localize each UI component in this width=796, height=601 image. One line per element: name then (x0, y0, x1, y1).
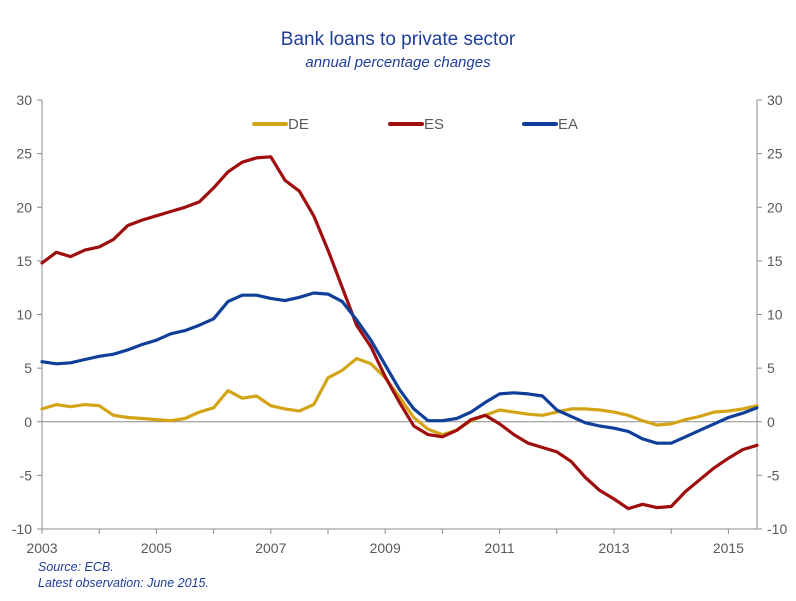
x-tick-label: 2013 (598, 540, 629, 556)
y-tick-label-right: -5 (767, 467, 780, 483)
y-tick-label-right: 0 (767, 414, 775, 430)
y-tick-label-left: 15 (16, 253, 32, 269)
y-tick-label-left: -10 (12, 521, 32, 537)
x-tick-label: 2011 (485, 540, 515, 556)
y-tick-label-right: 30 (767, 92, 783, 108)
y-tick-label-left: 20 (16, 199, 32, 215)
y-tick-label-left: 30 (16, 92, 32, 108)
y-tick-label-left: 10 (16, 307, 32, 323)
x-tick-label: 2009 (370, 540, 401, 556)
y-tick-label-left: -5 (20, 467, 33, 483)
y-tick-label-left: 25 (16, 146, 32, 162)
legend-label-de: DE (288, 116, 309, 133)
y-tick-label-right: 5 (767, 360, 775, 376)
y-tick-label-right: 15 (767, 253, 783, 269)
latest-observation-note: Latest observation: June 2015. (38, 576, 209, 590)
series-line-es (40, 155, 759, 511)
source-note: Source: ECB. (38, 560, 114, 574)
series-line-ea (40, 291, 759, 445)
y-tick-label-right: -10 (767, 521, 787, 537)
y-tick-label-left: 5 (24, 360, 32, 376)
chart-title: Bank loans to private sector (281, 29, 516, 50)
x-tick-label: 2007 (255, 540, 286, 556)
chart-subtitle: annual percentage changes (305, 54, 491, 71)
y-tick-label-right: 25 (767, 146, 783, 162)
y-tick-label-right: 20 (767, 199, 783, 215)
x-tick-label: 2003 (26, 540, 57, 556)
series-line-de (40, 356, 759, 437)
legend: DE ES EA (252, 116, 578, 133)
y-tick-label-right: 10 (767, 307, 783, 323)
series-group (40, 155, 759, 511)
y-tick-label-left: 0 (24, 414, 32, 430)
x-tick-label: 2015 (713, 540, 744, 556)
x-tick-label: 2005 (141, 540, 172, 556)
legend-label-ea: EA (558, 116, 578, 133)
legend-label-es: ES (424, 116, 444, 133)
